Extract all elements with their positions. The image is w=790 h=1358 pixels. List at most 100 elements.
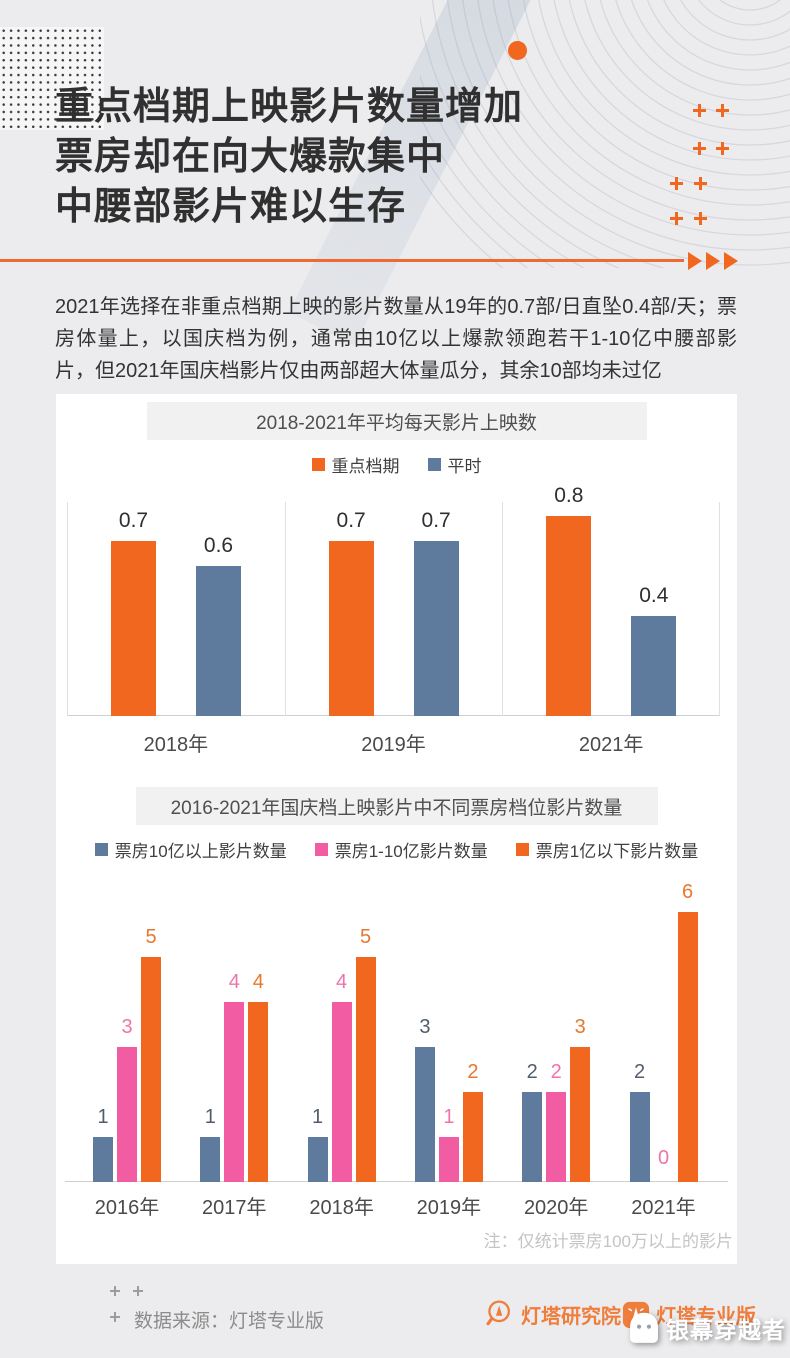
bar-value-label: 0.4 [639, 584, 669, 607]
bar-value-label: 2 [467, 1061, 479, 1083]
divider-line [0, 259, 684, 262]
chart1-plot-area: 0.7 0.6 0.7 0.7 0.8 0.4 [67, 484, 720, 716]
chart2-bar [307, 1137, 328, 1182]
chart1-x-axis [67, 715, 720, 716]
data-source-label: 数据来源：灯塔专业版 [134, 1311, 325, 1332]
dot-grid-pattern [0, 27, 104, 130]
chart2-legend: 票房10亿以上影片数量 票房1-10亿影片数量 票房1亿以下影片数量 [56, 837, 737, 862]
legend-swatch [311, 458, 325, 471]
title-line-2: 票房却在向大爆款集中 [55, 136, 446, 178]
plus-icon [693, 142, 706, 155]
chart2-bar [117, 1047, 137, 1182]
orange-dot-decoration [508, 41, 527, 60]
plus-icon [133, 1286, 143, 1296]
chart1-bar-normal [413, 541, 459, 716]
x-axis-label: 2019年 [361, 734, 426, 756]
chart2-bar [200, 1137, 221, 1182]
plus-icon [110, 1312, 120, 1322]
page-title: 重点档期上映影片数量增加 票房却在向大爆款集中 中腰部影片难以生存 [55, 82, 523, 232]
plus-icon [694, 177, 707, 190]
bar-value-label: 0.7 [118, 509, 149, 532]
bar-value-label: 0.7 [336, 509, 366, 532]
chart1-gridline [284, 502, 286, 716]
title-line-1: 重点档期上映影片数量增加 [55, 86, 524, 128]
chart1-bar-normal [196, 566, 241, 716]
title-line-3: 中腰部影片难以生存 [55, 186, 407, 228]
legend-swatch [427, 458, 441, 471]
legend-item: 票房1亿以下影片数量 [515, 837, 698, 862]
x-axis-label: 2020年 [523, 1197, 589, 1219]
bar-value-label: 4 [336, 971, 348, 993]
legend-label: 平时 [447, 457, 482, 476]
plus-icon [670, 177, 683, 190]
legend-swatch [94, 843, 108, 856]
legend-item: 重点档期 [311, 452, 400, 477]
lighthouse-magnifier-icon [486, 1300, 510, 1326]
plus-icon [716, 142, 729, 155]
bar-value-label: 1 [443, 1106, 455, 1128]
bar-value-label: 0.8 [554, 484, 584, 507]
bar-value-label: 6 [681, 881, 694, 903]
chart2-bar [224, 1002, 245, 1182]
x-axis-label: 2018年 [309, 1197, 374, 1219]
bar-value-label: 2 [550, 1061, 562, 1083]
legend-swatch [515, 843, 529, 856]
chart1-title: 2018-2021年平均每天影片上映数 [146, 402, 647, 440]
legend-label: 重点档期 [331, 457, 400, 476]
legend-item: 票房10亿以上影片数量 [94, 837, 287, 862]
x-axis-label: 2021年 [578, 734, 644, 756]
chart1-gridline [719, 502, 720, 716]
arrow-icon [688, 252, 702, 270]
plus-icon [694, 212, 707, 225]
bar-value-label: 1 [97, 1106, 109, 1128]
chart2-bar [462, 1092, 483, 1182]
bar-value-label: 4 [252, 971, 264, 993]
legend-label: 票房1-10亿影片数量 [334, 842, 488, 861]
chart2-note: 注：仅统计票房100万以上的影片 [483, 1232, 733, 1251]
chart1-bar-peak [546, 516, 592, 716]
watermark: 银幕穿越者 [626, 1310, 786, 1346]
bar-value-label: 2 [633, 1061, 646, 1083]
chart1-bar-peak [328, 541, 374, 716]
legend-label: 票房10亿以上影片数量 [114, 842, 287, 861]
chart2-title: 2016-2021年国庆档上映影片中不同票房档位影片数量 [135, 787, 658, 825]
chart2-bar [546, 1092, 567, 1182]
chart2-bar [438, 1137, 459, 1182]
plus-icon [670, 212, 683, 225]
bar-value-label: 2 [526, 1061, 538, 1083]
plus-icon [716, 104, 729, 117]
bar-value-label: 3 [574, 1016, 586, 1038]
chart2-bar [629, 1092, 650, 1182]
bar-value-label: 5 [145, 926, 157, 948]
chart2-bar [248, 1002, 269, 1182]
chart1-gridline [67, 502, 68, 716]
chart1-x-labels: 2018年 2019年 2021年 [56, 728, 737, 756]
watermark-text: 银幕穿越者 [666, 1317, 786, 1343]
arrow-icon [706, 252, 720, 270]
bar-value-label: 3 [121, 1016, 133, 1038]
chart1-legend: 重点档期 平时 [56, 452, 737, 477]
arrow-icon [724, 252, 738, 270]
triple-arrow-icon [688, 252, 738, 270]
x-axis-label: 2021年 [631, 1197, 696, 1219]
bar-value-label: 3 [419, 1016, 431, 1038]
legend-swatch [314, 843, 328, 856]
chart1-bar-normal [631, 616, 677, 716]
x-axis-label: 2018年 [143, 734, 209, 756]
chart2-bar [355, 957, 376, 1182]
logo-text: 灯塔专业版 [656, 1306, 756, 1328]
chart2-x-axis [65, 1181, 728, 1182]
chart2-bar [677, 912, 698, 1182]
legend-item: 平时 [427, 452, 482, 477]
bar-value-label: 1 [312, 1106, 324, 1128]
chart2-bar [331, 1002, 352, 1182]
legend-item: 票房1-10亿影片数量 [314, 837, 488, 862]
plus-icon [693, 104, 706, 117]
bar-value-label: 0.6 [203, 534, 234, 557]
logo-text: 灯塔研究院 [521, 1305, 621, 1328]
bar-value-label: 1 [204, 1106, 216, 1128]
x-axis-label: 2016年 [94, 1197, 160, 1219]
plus-icon [110, 1286, 120, 1296]
dengta-research-logo: 灯塔研究院 [485, 1299, 621, 1329]
